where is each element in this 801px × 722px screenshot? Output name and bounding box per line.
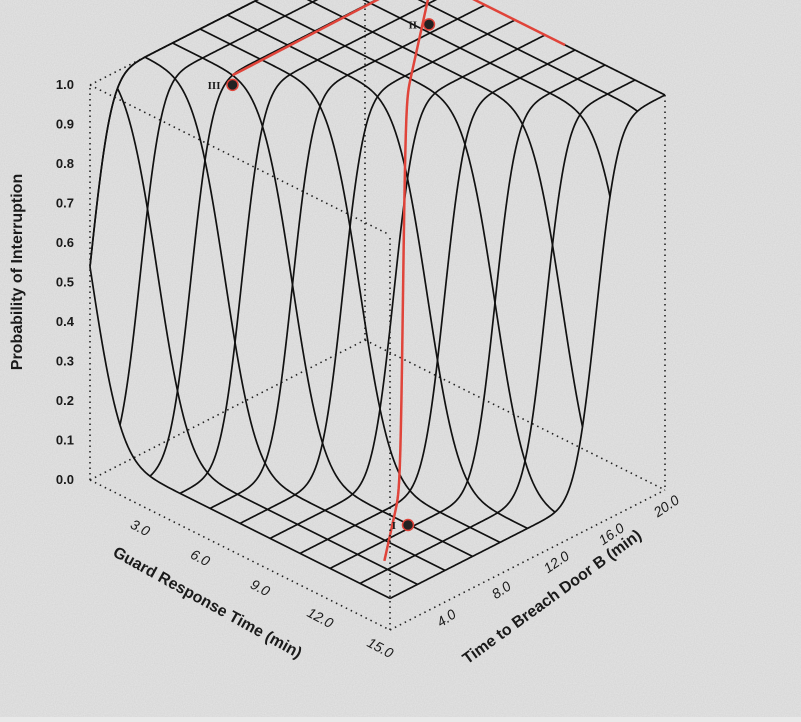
surface-line-guard-7.5 — [239, 19, 516, 525]
surface-left-edge — [89, 0, 259, 267]
prob-tick-label: 0.8 — [56, 156, 74, 171]
highlighted-path — [231, 0, 566, 562]
surface-line-guard-9 — [269, 34, 546, 540]
surface-line-guard-13.5 — [359, 79, 636, 585]
point-label-I: I — [392, 520, 396, 532]
prob-tick-label: 0.7 — [56, 196, 74, 211]
point-III — [226, 78, 239, 92]
highlighted-top-run — [472, 0, 566, 47]
y-axis-label: Probability of Interruption — [9, 174, 26, 370]
bounding-box-front — [89, 84, 666, 631]
highlighted-curve — [383, 0, 430, 562]
probability-tick-labels: 0.0 0.1 0.2 0.3 0.4 0.5 0.6 0.7 0.8 0.9 1.0 — [56, 77, 75, 487]
box-edge-floor-right-front — [389, 489, 666, 631]
surface-line-guard-15 — [389, 94, 666, 600]
surface-line-guard-1.5 — [119, 0, 319, 426]
prob-tick-label: 0.3 — [56, 354, 74, 369]
box-edge-floor-front — [89, 479, 391, 631]
prob-tick-label: 0.2 — [56, 393, 74, 408]
surface-line-guard-3 — [149, 0, 378, 477]
prob-tick-label: 0.4 — [56, 314, 75, 329]
point-label-III: III — [208, 80, 221, 92]
surface-line-guard-12 — [329, 64, 606, 570]
point-II — [422, 18, 436, 31]
box-edge-top-front — [89, 84, 391, 236]
prob-tick-label: 0.6 — [56, 235, 74, 250]
prob-tick-label: 0.1 — [56, 433, 74, 448]
box-edge-floor-right — [364, 339, 666, 491]
surface-line-guard-10.5 — [299, 49, 576, 555]
point-I — [401, 518, 415, 532]
point-label-II: II — [408, 19, 417, 31]
prob-tick-label: 0.0 — [56, 472, 74, 487]
probability-surface — [89, 0, 666, 600]
highlighted-top-line — [231, 0, 380, 77]
prob-tick-label: 1.0 — [56, 77, 74, 92]
surface-line-guard-4.5 — [179, 0, 438, 495]
box-edge-floor-back — [89, 339, 366, 481]
prob-tick-label: 0.5 — [56, 275, 74, 290]
surface-line-guard-6 — [209, 4, 486, 510]
prob-tick-label: 0.9 — [56, 117, 74, 132]
